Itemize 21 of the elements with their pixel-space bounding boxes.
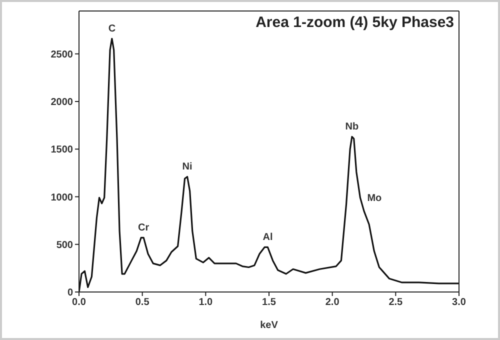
x-tick-label: 2.5	[388, 297, 404, 308]
annotation: C	[108, 24, 116, 35]
x-tick-label: 1.5	[262, 297, 276, 308]
annotation: Mo	[367, 193, 382, 204]
y-tick-label: 2500	[50, 49, 74, 60]
chart-title: Area 1-zoom (4) 5ky Phase3	[256, 14, 454, 31]
y-tick-label: 0	[67, 288, 74, 299]
annotation: Cr	[138, 222, 150, 234]
y-tick-label: 1000	[50, 192, 74, 204]
annotation: Nb	[345, 122, 359, 133]
x-tick-label: 0.5	[135, 297, 150, 308]
x-tick-label: 2.0	[325, 297, 340, 308]
x-axis-title: keV	[260, 320, 278, 331]
y-tick-label: 500	[56, 240, 74, 251]
x-tick-label: 0.0	[72, 297, 86, 308]
y-tick-label: 1500	[50, 144, 74, 156]
x-tick-label: 3.0	[452, 297, 466, 308]
annotation: Ni	[182, 162, 193, 173]
x-tick-label: 1.0	[198, 297, 214, 308]
y-tick-label: 2000	[50, 97, 74, 108]
annotation: Al	[262, 232, 273, 244]
